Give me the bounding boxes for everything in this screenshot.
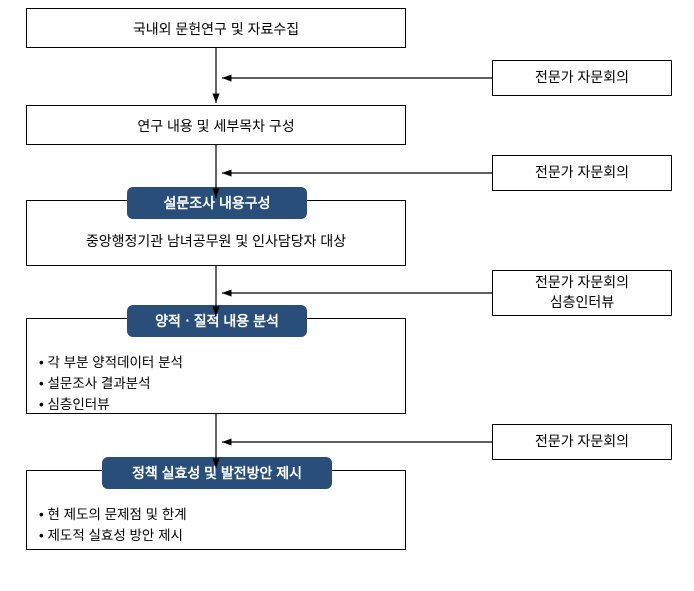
box-research-outline-text: 연구 내용 및 세부목차 구성 bbox=[27, 106, 405, 146]
bullet-item: 심층인터뷰 bbox=[39, 395, 393, 416]
bullet-item: 현 제도의 문제점 및 한계 bbox=[39, 505, 393, 526]
box-research-outline: 연구 내용 및 세부목차 구성 bbox=[26, 105, 406, 145]
pill-analysis: 양적ㆍ질적 내용 분석 bbox=[127, 305, 307, 337]
box-policy: 정책 실효성 및 발전방안 제시 현 제도의 문제점 및 한계 제도적 실효성 … bbox=[26, 470, 406, 550]
side-expert-1: 전문가 자문회의 bbox=[492, 60, 672, 96]
side-expert-2-text: 전문가 자문회의 bbox=[535, 163, 629, 183]
side-expert-1-text: 전문가 자문회의 bbox=[535, 68, 629, 88]
side-expert-3: 전문가 자문회의 심층인터뷰 bbox=[492, 270, 672, 316]
side-expert-2: 전문가 자문회의 bbox=[492, 155, 672, 191]
box-literature-review: 국내외 문헌연구 및 자료수집 bbox=[26, 8, 406, 48]
bullet-item: 설문조사 결과분석 bbox=[39, 374, 393, 395]
side-expert-4-text: 전문가 자문회의 bbox=[535, 432, 629, 452]
bullet-item: 각 부분 양적데이터 분석 bbox=[39, 353, 393, 374]
pill-survey-design: 설문조사 내용구성 bbox=[127, 187, 307, 219]
box-literature-review-text: 국내외 문헌연구 및 자료수집 bbox=[27, 9, 405, 49]
side-expert-4: 전문가 자문회의 bbox=[492, 424, 672, 460]
box-analysis: 양적ㆍ질적 내용 분석 각 부분 양적데이터 분석 설문조사 결과분석 심층인터… bbox=[26, 318, 406, 414]
pill-policy: 정책 실효성 및 발전방안 제시 bbox=[102, 457, 332, 489]
bullet-item: 제도적 실효성 방안 제시 bbox=[39, 526, 393, 547]
box-survey-design: 설문조사 내용구성 중앙행정기관 남녀공무원 및 인사담당자 대상 bbox=[26, 200, 406, 266]
side-expert-3-text: 전문가 자문회의 심층인터뷰 bbox=[535, 273, 629, 312]
